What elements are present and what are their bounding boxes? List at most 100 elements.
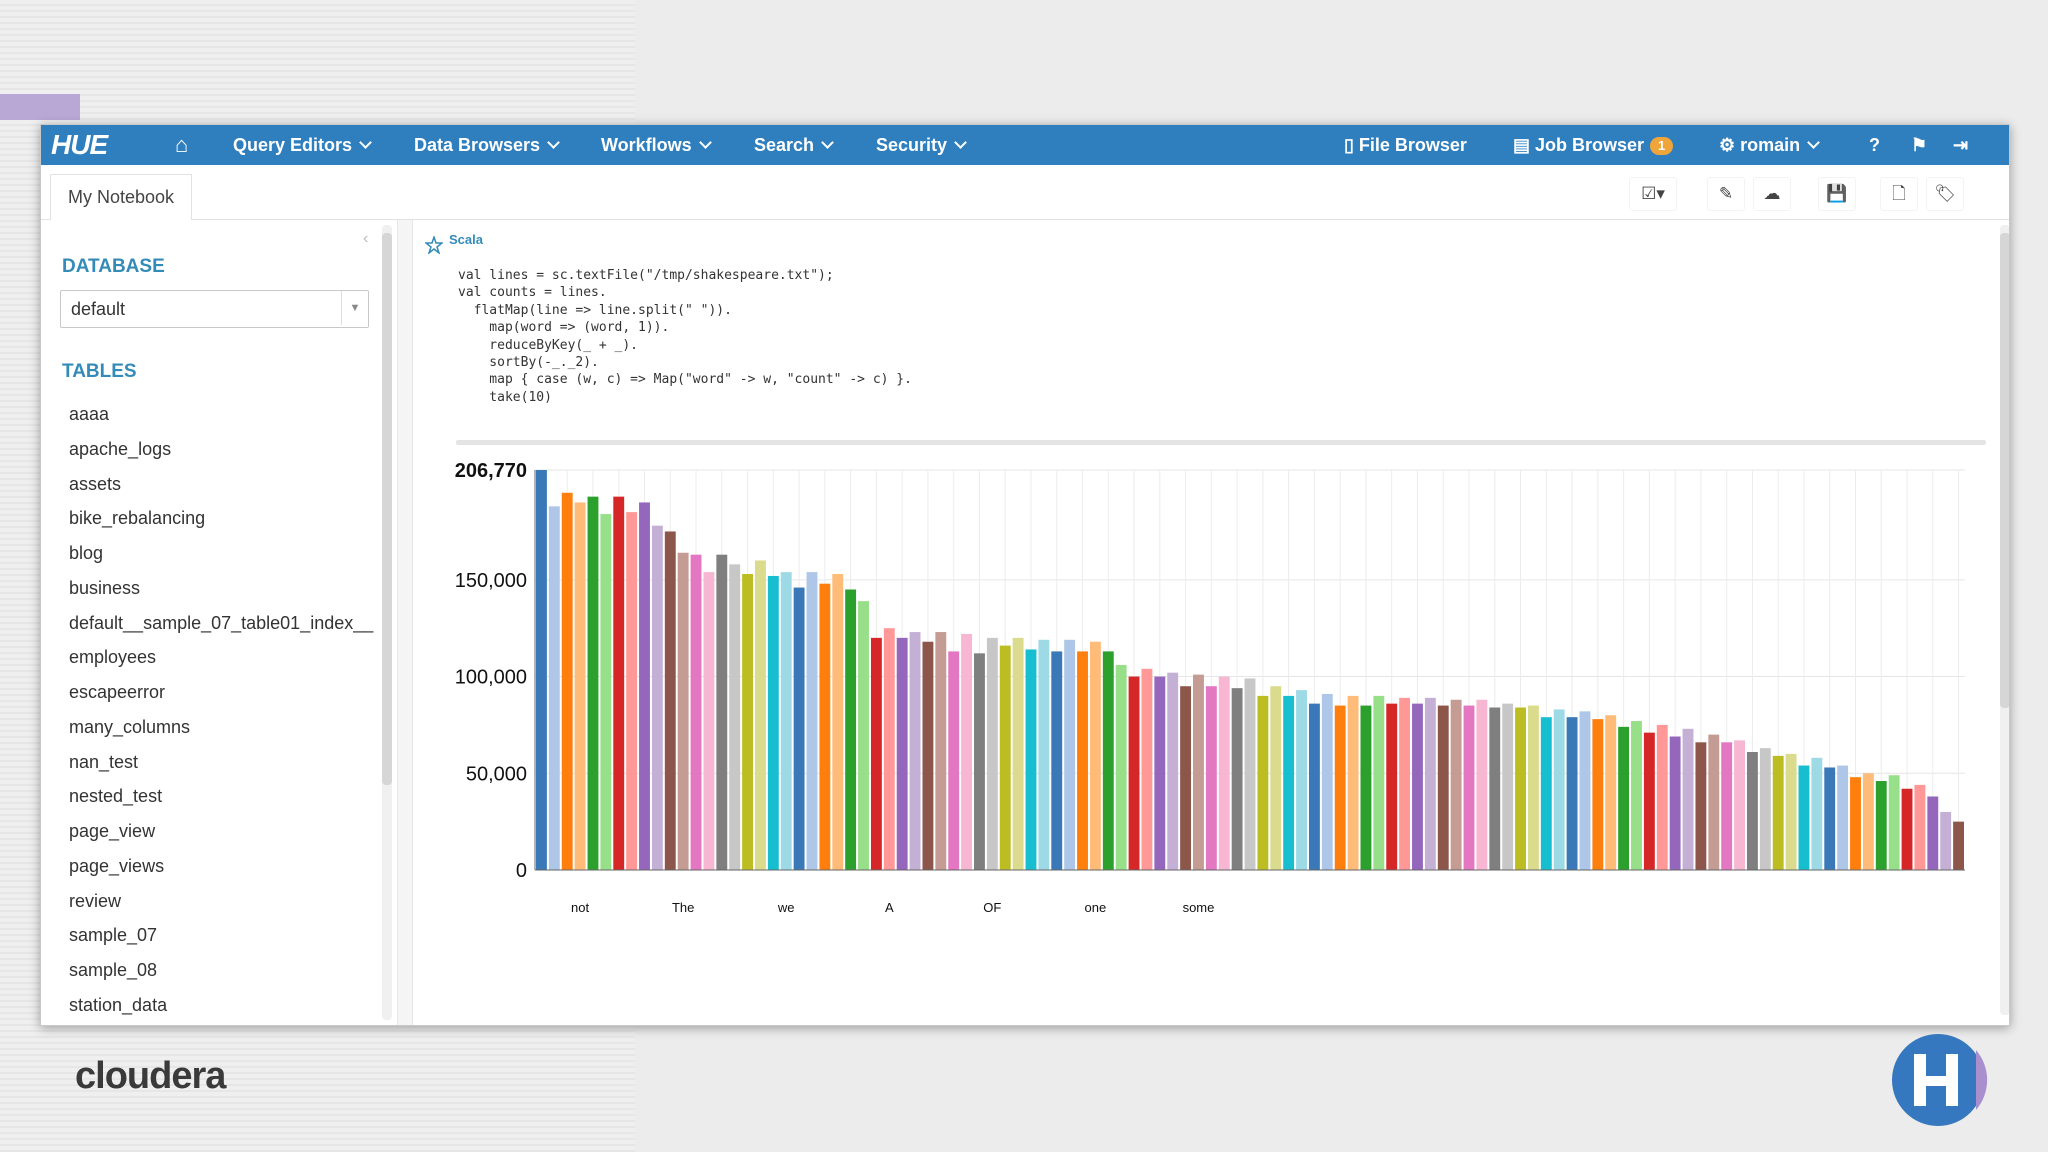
bar[interactable] <box>1708 734 1720 870</box>
bar[interactable] <box>1141 668 1153 870</box>
bar[interactable] <box>1850 777 1861 870</box>
table-item[interactable]: escapeerror <box>69 682 166 702</box>
hue-logo[interactable]: HUE <box>51 129 108 160</box>
bar[interactable] <box>1643 732 1655 870</box>
bar[interactable] <box>806 572 818 870</box>
table-item[interactable]: many_columns <box>69 716 191 737</box>
table-item[interactable]: page_views <box>69 855 165 876</box>
bar[interactable] <box>1296 690 1307 870</box>
sidebar-scroll-thumb[interactable] <box>382 233 392 785</box>
bar[interactable] <box>600 514 612 870</box>
table-item[interactable]: business <box>69 577 141 598</box>
table-item[interactable]: nested_test <box>69 786 163 807</box>
file-browser-link[interactable]: ▯ File Browser <box>1344 135 1467 155</box>
bar[interactable] <box>1218 676 1230 870</box>
bar[interactable] <box>922 641 934 870</box>
table-item[interactable]: page_view <box>69 821 156 841</box>
bar[interactable] <box>677 552 689 870</box>
table-item[interactable]: sample_08 <box>69 960 158 980</box>
home-icon[interactable]: ⌂ <box>175 132 189 157</box>
bar[interactable] <box>1772 755 1784 870</box>
table-item[interactable]: blog <box>69 543 104 563</box>
bar[interactable] <box>1102 651 1114 870</box>
bar[interactable] <box>1347 695 1359 870</box>
nav-security[interactable]: Security <box>876 125 967 165</box>
bar[interactable] <box>1424 697 1436 870</box>
main-scrollbar[interactable] <box>2000 225 2009 1015</box>
bar[interactable] <box>1167 672 1179 870</box>
bar[interactable] <box>948 651 960 870</box>
cloud-icon[interactable]: ☁ <box>1753 177 1791 211</box>
bar[interactable] <box>536 470 547 870</box>
bar[interactable] <box>561 492 573 870</box>
edit-icon[interactable]: ✎ <box>1707 177 1745 211</box>
bar[interactable] <box>651 525 663 870</box>
bar[interactable] <box>1875 781 1887 870</box>
bar[interactable] <box>613 496 625 870</box>
bar[interactable] <box>883 628 895 870</box>
bar[interactable] <box>729 564 741 870</box>
bar[interactable] <box>587 496 599 870</box>
user-menu[interactable]: ⚙ romain <box>1719 125 1821 165</box>
bar[interactable] <box>1437 705 1449 870</box>
bar[interactable] <box>858 601 869 870</box>
bar[interactable] <box>832 574 844 870</box>
bar[interactable] <box>1811 757 1823 870</box>
panel-divider[interactable] <box>397 220 413 1025</box>
bar[interactable] <box>1669 736 1681 870</box>
bar[interactable] <box>1463 705 1475 870</box>
bar[interactable] <box>1527 705 1539 870</box>
bar[interactable] <box>574 502 586 870</box>
bar[interactable] <box>690 554 702 870</box>
bar[interactable] <box>1334 705 1346 870</box>
bar[interactable] <box>1193 674 1204 870</box>
table-item[interactable]: bike_rebalancing <box>69 508 206 529</box>
bar[interactable] <box>1579 711 1591 870</box>
bar[interactable] <box>1244 678 1256 870</box>
nav-workflows[interactable]: Workflows <box>601 125 712 165</box>
bar[interactable] <box>1476 699 1488 870</box>
bar[interactable] <box>1128 676 1140 870</box>
bar[interactable] <box>1721 742 1733 870</box>
bar[interactable] <box>1064 639 1076 870</box>
bar[interactable] <box>1953 821 1964 870</box>
bar[interactable] <box>1862 773 1874 870</box>
collapse-icon[interactable]: ‹ <box>363 230 369 247</box>
bar[interactable] <box>1180 686 1192 870</box>
bar[interactable] <box>1553 709 1565 870</box>
bar[interactable] <box>1888 775 1900 870</box>
save-icon[interactable]: 💾 <box>1818 177 1856 211</box>
bar[interactable] <box>767 575 779 870</box>
bar[interactable] <box>1412 703 1423 870</box>
code-editor[interactable]: val lines = sc.textFile("/tmp/shakespear… <box>458 267 912 406</box>
bar[interactable] <box>626 512 638 870</box>
bar[interactable] <box>961 633 973 870</box>
bar[interactable] <box>742 574 754 870</box>
bar[interactable] <box>1798 765 1810 870</box>
bar[interactable] <box>1231 688 1243 870</box>
table-item[interactable]: apache_logs <box>69 438 172 459</box>
bar[interactable] <box>1502 703 1514 870</box>
bar[interactable] <box>1759 748 1771 870</box>
bar[interactable] <box>819 583 831 870</box>
bar[interactable] <box>1515 707 1526 870</box>
bar[interactable] <box>1154 676 1166 870</box>
bar[interactable] <box>999 645 1011 870</box>
bar[interactable] <box>1618 726 1630 870</box>
bar[interactable] <box>1940 811 1952 870</box>
tag-icon[interactable]: 🏷 <box>1926 177 1964 211</box>
table-item[interactable]: assets <box>69 473 122 494</box>
bar[interactable] <box>1270 686 1282 870</box>
bar[interactable] <box>548 506 560 870</box>
bar[interactable] <box>986 637 998 870</box>
logout-icon[interactable]: ⇥ <box>1953 135 1969 155</box>
nav-query-editors[interactable]: Query Editors <box>233 125 372 165</box>
table-item[interactable]: aaaa <box>69 404 110 424</box>
bar[interactable] <box>1489 707 1501 870</box>
table-item[interactable]: employees <box>69 647 157 668</box>
bar[interactable] <box>1824 767 1836 870</box>
bar[interactable] <box>793 587 805 870</box>
bar[interactable] <box>845 589 857 870</box>
bar[interactable] <box>1089 641 1101 870</box>
bar[interactable] <box>1695 742 1707 870</box>
